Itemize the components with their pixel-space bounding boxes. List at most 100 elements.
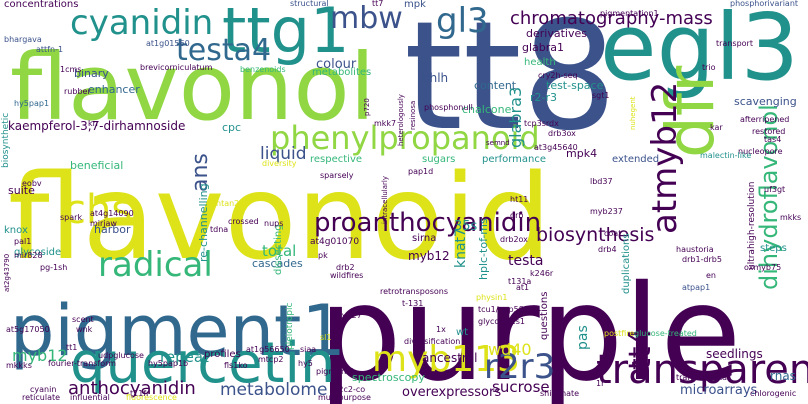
word-purple: purple [318,257,742,404]
word-mpk: mpk [404,0,426,10]
word-glucose-treated: glucose-treated [634,329,697,338]
word-mirjaw: mirjaw [90,219,117,228]
word-tt7: tt7 [372,0,384,8]
word-spectroscopy: spectroscopy [352,371,425,384]
word-metabolites: metabolites [312,67,372,78]
word-glycoside: glycoside [14,247,62,258]
word-at3g45640: at3g45640 [534,143,578,152]
word-tas4: tas4 [764,135,782,144]
word-transcurvata1: transcurvata1 [676,373,733,382]
word-1x: 1x [436,325,446,334]
word-diversification: diversification [404,337,461,346]
word-nups: nups [264,219,284,228]
word-diversity: diversity [262,159,297,168]
word-drb: drb [510,211,524,220]
word-en: en [706,271,716,280]
word-cry2h-seq: cry2h-seq [538,71,578,80]
word-at1g56650: at1g56650 [246,345,290,354]
word-p720: p720 [363,98,371,116]
word-bhargava: bhargava [4,35,42,44]
word-glycosides1: glycosides1 [478,317,525,326]
word-bhlh: bhlh [422,71,449,85]
word-tcp3srdx: tcp3srdx [524,119,559,128]
word-uf3gt: uf3gt [764,185,786,194]
word-radical: radical [98,245,213,285]
word-myb12: myb12 [12,346,68,365]
word-scent: scent [72,315,94,324]
word-mkks: mkks [780,213,802,222]
word-sparsely: sparsely [320,171,354,180]
word-harbor: harbor [94,223,131,236]
word-proanthocyanidin: proanthocyanidin [314,208,542,238]
word-performance: performance [482,154,547,165]
word-flavonoid: flavonoid [8,148,552,286]
word-testa4: testa4 [176,33,272,68]
word-lbd37: lbd37 [590,177,613,186]
word-chalcone: chalcone [462,103,512,116]
word-flavonol: flavonol [10,34,376,141]
word-fluorescence: fluorescence [126,393,177,402]
word-trio: trio [702,63,716,72]
word-tdna: tdna [210,225,229,234]
word-nuhegent: nuhegent [629,96,637,130]
word-t131a: t131a [508,277,532,286]
word-restored: restored [752,127,786,136]
word-cyanidin: cyanidin [70,3,214,43]
word-ttg1: ttg1 [222,0,350,67]
word-at4g01070: at4g01070 [310,237,360,247]
word-cpc: cpc [222,121,242,134]
word-pk: pk [318,251,328,260]
word-1cms: 1cms [60,65,82,74]
word-myb12-b: myb12 [408,249,450,263]
word-knox: knox [4,225,28,236]
word-eobv: eobv [22,179,42,188]
word-heterologously: heterologously [397,94,405,146]
word-sucrose: sucrose [492,378,550,396]
word-mkk7: mkk7 [374,119,397,128]
word-drb3ox: drb3ox [548,129,576,138]
word-phosphorivariant: phosphorivariant [730,0,799,8]
word-knat7: knat7 [453,228,469,268]
word-35s: 35s [454,219,478,234]
word-afterripened: afterripened [740,115,790,124]
word-brevicorniculatum: brevicorniculatum [140,63,213,72]
word-physin1: physin1 [476,293,508,302]
word-phosphonull: phosphonull [424,103,473,112]
word-kar: kar [710,123,723,132]
word-reticulate: reticulate [22,393,61,402]
word-quercetin: quercetin [70,331,336,396]
word-duplications: duplications [621,233,632,294]
word-myb113: myb113 [372,339,520,380]
word-rnas: rnas [770,369,796,383]
word-semnd: semnd [486,139,510,147]
word-steps: steps [760,243,787,254]
word-enhancer: enhancer [88,83,140,96]
word-phenylpropanoid: phenylpropanoid [270,119,540,157]
word-shikimate: shikimate [540,389,580,398]
word-biosynthesis: biosynthesis [536,224,655,246]
word-chs: chs [64,187,133,233]
word-chromatography-mass: chromatography-mass [510,8,713,29]
word-resinosa: resinosa [409,100,417,130]
word-chlorogenic: chlorogenic [750,389,797,398]
word-rubber: rubber [64,87,91,96]
word-coat: coat [604,229,622,238]
word-drb2ox: drb2ox [500,235,528,244]
word-krr: krr [88,119,100,128]
word-repeat: repeat [160,348,209,366]
word-mpk4: mpk4 [566,147,598,160]
word-cyanin: cyanin [30,385,57,394]
word-postfire: postfire [604,329,635,338]
word-metabolome: metabolome [220,380,328,400]
word-at1g01560: at1g01560 [146,39,190,48]
word-atpap1: atpap1 [682,283,711,292]
word-retrotransposons: retrotransposons [380,287,449,296]
word-r2r3: r2r3 [484,347,556,387]
word-concentrations: concentrations [4,0,79,10]
word-derivatives: derivatives [526,27,587,40]
word-dissecting: dissecting [273,224,284,275]
word-overexpressors: overexpressors [402,385,502,400]
word-sl1: sl1 [320,333,332,342]
word-intracellularly: intracellularly [381,176,389,224]
word-nucleopore: nucleopore [738,147,783,156]
